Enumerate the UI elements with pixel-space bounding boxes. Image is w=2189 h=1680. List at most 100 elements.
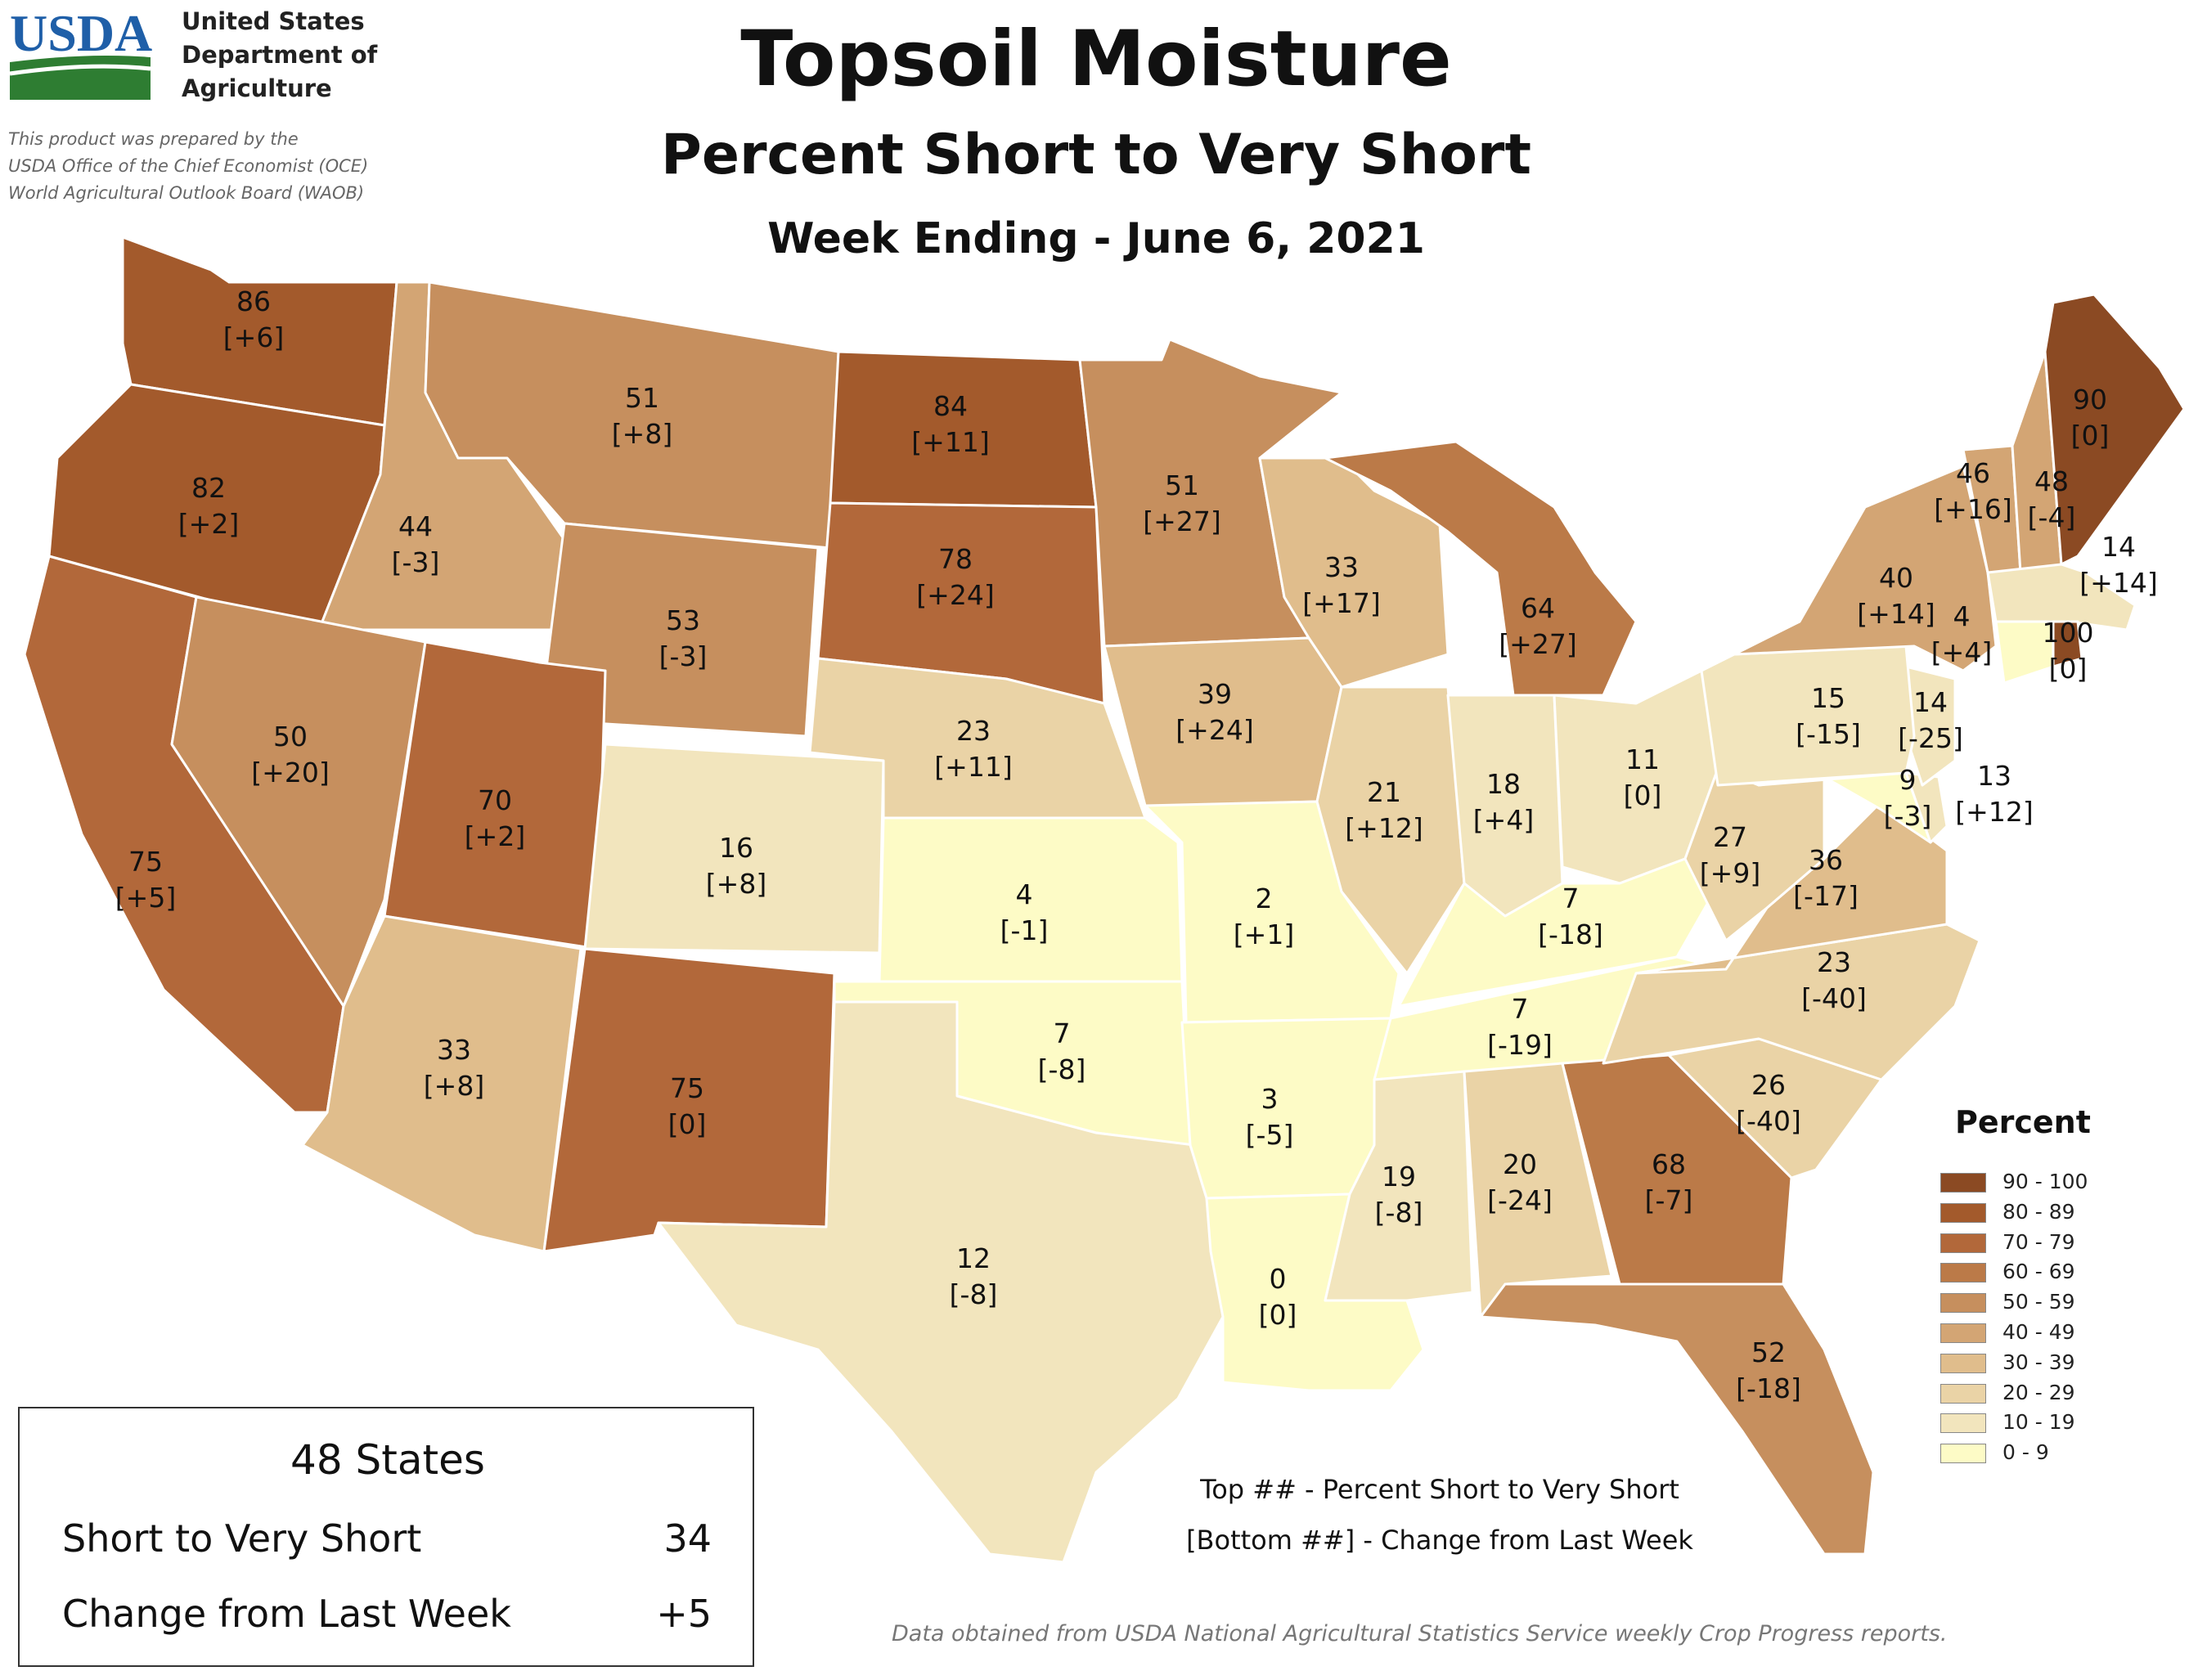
- legend-label: 10 - 19: [2002, 1410, 2075, 1435]
- state-change-va: [-17]: [1793, 880, 1859, 912]
- state-value-mt: 51: [625, 382, 659, 414]
- state-value-mo: 2: [1256, 883, 1273, 914]
- state-value-me: 90: [2073, 384, 2107, 416]
- state-change-ms: [-8]: [1375, 1197, 1423, 1229]
- state-value-wi: 33: [1324, 551, 1359, 583]
- state-change-az: [+8]: [424, 1070, 484, 1102]
- legend-swatch: [1940, 1413, 1986, 1434]
- state-value-tx: 12: [956, 1242, 991, 1274]
- states-layer: [23, 236, 2186, 1564]
- state-change-de: [+12]: [1955, 796, 2033, 828]
- legend-label: 70 - 79: [2002, 1229, 2075, 1254]
- legend-swatch: [1940, 1323, 1986, 1343]
- state-change-ne: [+11]: [934, 751, 1012, 783]
- state-fl: [1479, 1282, 1875, 1556]
- state-value-la: 0: [1270, 1263, 1287, 1295]
- legend-label: 60 - 69: [2002, 1260, 2075, 1284]
- state-change-ma: [+14]: [2079, 567, 2157, 599]
- legend-swatch: [1940, 1444, 1986, 1464]
- state-change-fl: [-18]: [1736, 1372, 1801, 1404]
- state-change-ri: [0]: [2049, 653, 2088, 685]
- state-ar: [1180, 1017, 1392, 1200]
- state-change-wv: [+9]: [1700, 857, 1760, 889]
- state-change-ky: [-18]: [1538, 919, 1603, 950]
- state-value-ne: 23: [956, 715, 991, 747]
- state-value-ga: 68: [1652, 1148, 1686, 1180]
- state-value-ri: 100: [2043, 617, 2094, 649]
- state-change-ga: [-7]: [1645, 1184, 1693, 1216]
- agency-line-3: Agriculture: [182, 74, 332, 102]
- state-change-mt: [+8]: [612, 418, 672, 450]
- state-az: [301, 914, 582, 1253]
- summary-short-label: Short to Very Short: [62, 1516, 422, 1561]
- state-value-wa: 86: [236, 285, 271, 317]
- state-change-mo: [+1]: [1234, 919, 1294, 950]
- state-value-md: 9: [1899, 764, 1917, 796]
- legend-label: 80 - 89: [2002, 1199, 2075, 1224]
- legend-label: 90 - 100: [2002, 1170, 2088, 1193]
- state-change-il: [+12]: [1345, 812, 1423, 844]
- state-value-va: 36: [1809, 844, 1843, 876]
- state-nv: [170, 595, 427, 1008]
- state-change-wi: [+17]: [1302, 587, 1380, 619]
- state-change-pa: [-15]: [1796, 718, 1861, 750]
- state-wy: [538, 522, 820, 738]
- state-value-tn: 7: [1512, 993, 1529, 1025]
- summary-change-value: +5: [656, 1592, 712, 1636]
- state-change-in: [+4]: [1473, 804, 1534, 836]
- week-ending: Week Ending - June 6, 2021: [767, 214, 1425, 263]
- state-value-nd: 84: [933, 390, 968, 422]
- state-value-nj: 14: [1913, 686, 1948, 718]
- state-change-nm: [0]: [668, 1108, 707, 1140]
- state-pa: [1700, 645, 1916, 787]
- map-title: Topsoil Moisture: [740, 15, 1452, 104]
- usda-logo: USDA: [9, 5, 152, 100]
- state-value-in: 18: [1486, 768, 1521, 800]
- state-value-wy: 53: [666, 604, 700, 636]
- state-value-ky: 7: [1562, 883, 1580, 914]
- prepared-by-note: This product was prepared by the USDA Of…: [8, 126, 368, 207]
- legend-swatch: [1940, 1173, 1986, 1193]
- state-value-id: 44: [398, 510, 433, 542]
- state-change-id: [-3]: [392, 546, 440, 578]
- legend-swatch: [1940, 1263, 1986, 1283]
- agency-name: United States Department of Agriculture: [182, 5, 377, 106]
- state-change-oh: [0]: [1624, 779, 1662, 811]
- state-value-ks: 4: [1016, 878, 1033, 910]
- legend-swatch: [1940, 1353, 1986, 1373]
- state-value-nm: 75: [670, 1072, 704, 1104]
- legend-label: 20 - 29: [2002, 1380, 2075, 1404]
- legend-label: 0 - 9: [2002, 1440, 2049, 1465]
- state-change-nh: [-4]: [2028, 501, 2076, 533]
- state-value-ct: 4: [1953, 600, 1971, 632]
- label-key-note: Top ## - Percent Short to Very Short [Bo…: [1129, 1464, 1751, 1565]
- state-mi: [1324, 440, 1638, 697]
- state-change-tx: [-8]: [950, 1278, 998, 1310]
- summary-title: 48 States: [290, 1436, 485, 1484]
- legend-label: 50 - 59: [2002, 1290, 2075, 1314]
- state-value-ca: 75: [128, 846, 163, 878]
- state-change-ca: [+5]: [115, 882, 176, 914]
- state-nc: [1602, 923, 1981, 1081]
- state-change-nv: [+20]: [251, 757, 329, 788]
- legend-label: 40 - 49: [2002, 1319, 2075, 1344]
- state-value-wv: 27: [1713, 821, 1747, 853]
- map-subtitle: Percent Short to Very Short: [661, 123, 1531, 187]
- state-change-mn: [+27]: [1143, 505, 1220, 537]
- state-value-al: 20: [1503, 1148, 1537, 1180]
- state-change-ct: [+4]: [1931, 636, 1992, 668]
- state-change-md: [-3]: [1884, 800, 1932, 832]
- state-il: [1315, 685, 1466, 975]
- agency-line-2: Department of: [182, 41, 378, 69]
- state-value-ok: 7: [1054, 1017, 1071, 1049]
- state-value-fl: 52: [1751, 1336, 1786, 1368]
- state-change-sd: [+24]: [916, 579, 994, 611]
- legend-swatch: [1940, 1293, 1986, 1314]
- legend-swatch: [1940, 1233, 1986, 1253]
- state-me: [2043, 293, 2186, 566]
- state-change-ar: [-5]: [1246, 1119, 1294, 1151]
- prepared-by-line-1: This product was prepared by the: [8, 129, 299, 149]
- state-value-az: 33: [437, 1034, 471, 1066]
- state-labels: 86[+6]82[+2]75[+5]44[-3]50[+20]51[+8]53[…: [115, 285, 2158, 1404]
